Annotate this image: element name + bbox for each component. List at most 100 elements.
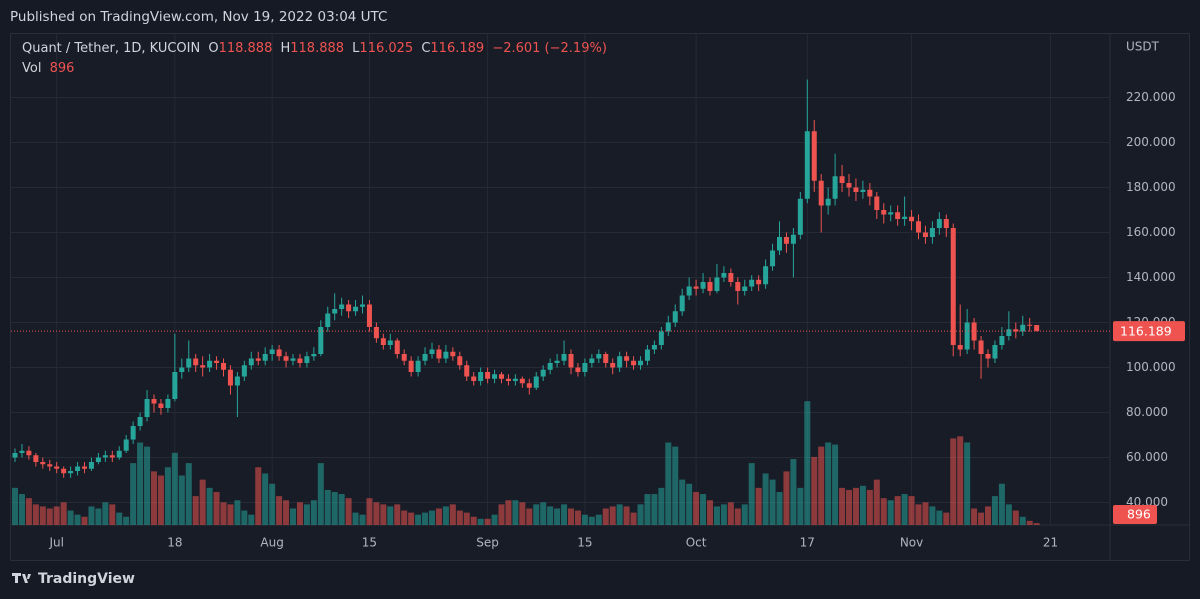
candle-body (631, 360, 637, 366)
candle-body (137, 417, 143, 426)
volume-bar (1012, 510, 1019, 525)
volume-bar (276, 496, 283, 525)
x-tick-label: 21 (1043, 536, 1058, 550)
volume-bar (498, 504, 505, 525)
volume-bar (658, 487, 665, 525)
volume-bar (998, 483, 1005, 525)
volume-bar (595, 514, 602, 525)
volume-bar (1026, 520, 1033, 525)
volume-bar (74, 514, 81, 525)
volume-bar (964, 442, 971, 525)
close-value: 116.189 (430, 41, 484, 56)
candle-body (929, 228, 935, 237)
candle-body (283, 356, 289, 361)
volume-bar (581, 514, 588, 525)
candle-body (554, 360, 560, 363)
volume-bar (588, 516, 595, 525)
volume-value: 896 (50, 61, 75, 76)
volume-bar (1033, 523, 1040, 525)
candle-body (644, 349, 650, 361)
candle-body (693, 286, 699, 289)
volume-bar (880, 498, 887, 525)
candle-body (568, 354, 574, 368)
candle-body (811, 131, 817, 181)
candle-body (721, 273, 727, 278)
volume-bar (616, 504, 623, 525)
high-value: 118.888 (290, 41, 344, 56)
candle-body (207, 360, 213, 368)
candle-body (40, 462, 46, 465)
volume-bar (672, 446, 679, 525)
volume-bar (144, 446, 151, 525)
candle-body (679, 295, 685, 312)
candle-body (804, 131, 810, 199)
candle-body (922, 232, 928, 237)
x-tick-label: Sep (476, 536, 499, 550)
volume-bar (303, 504, 310, 525)
candle-body (422, 354, 428, 361)
volume-bar (53, 506, 60, 525)
x-tick-label: 15 (577, 536, 592, 550)
volume-bar (95, 508, 102, 525)
candle-body (290, 358, 296, 361)
candle-body (707, 282, 713, 291)
ohlc-label: H (280, 41, 290, 56)
x-tick-label: 15 (362, 536, 377, 550)
candle-body (394, 340, 400, 354)
volume-bar (630, 512, 637, 525)
candle-body (874, 196, 880, 210)
volume-bar (32, 504, 39, 525)
y-tick-label: 140.000 (1126, 270, 1176, 284)
candle-body (130, 426, 136, 440)
volume-bar (741, 504, 748, 525)
volume-bar (380, 504, 387, 525)
candle-body (227, 369, 233, 386)
volume-bar (255, 467, 262, 525)
volume-label: Vol (22, 61, 41, 76)
volume-bar (957, 436, 964, 525)
volume-bar (387, 506, 394, 525)
candle-body (790, 234, 796, 244)
volume-bar (797, 487, 804, 525)
volume-bar (734, 508, 741, 525)
volume-bar (846, 489, 852, 525)
candle-body (304, 356, 310, 363)
volume-bar (929, 506, 936, 525)
candle-body (116, 450, 122, 458)
candle-body (999, 336, 1005, 345)
volume-bar (700, 494, 707, 525)
volume-bar (60, 502, 67, 525)
candle-body (888, 212, 894, 215)
volume-bar (25, 498, 32, 525)
symbol: Quant / Tether, 1D, KUCOIN (22, 41, 200, 56)
volume-bar (39, 506, 46, 525)
candle-body (756, 279, 762, 285)
volume-bar (449, 504, 456, 525)
candle-body (749, 279, 755, 287)
volume-bar (157, 475, 164, 525)
volume-bar (561, 504, 568, 525)
candle-body (95, 457, 101, 462)
volume-bar (707, 500, 713, 525)
volume-bar (220, 502, 227, 525)
candle-body (297, 358, 303, 363)
volume-bar (894, 496, 901, 525)
candle-body (825, 198, 831, 206)
volume-bar (296, 502, 303, 525)
volume-bar (790, 459, 797, 525)
volume-bar (123, 516, 130, 525)
volume-bar (470, 516, 477, 525)
candle-body (832, 176, 838, 199)
candle-body (964, 322, 970, 350)
x-tick-label: Aug (260, 536, 283, 550)
ohlc-label: C (421, 41, 430, 56)
low-value: 116.025 (359, 41, 413, 56)
candle-body (492, 374, 498, 379)
volume-bar (463, 512, 470, 525)
volume-bar (241, 510, 248, 525)
candle-body (450, 351, 456, 357)
candle-body (860, 189, 866, 192)
volume-bar (88, 506, 95, 525)
